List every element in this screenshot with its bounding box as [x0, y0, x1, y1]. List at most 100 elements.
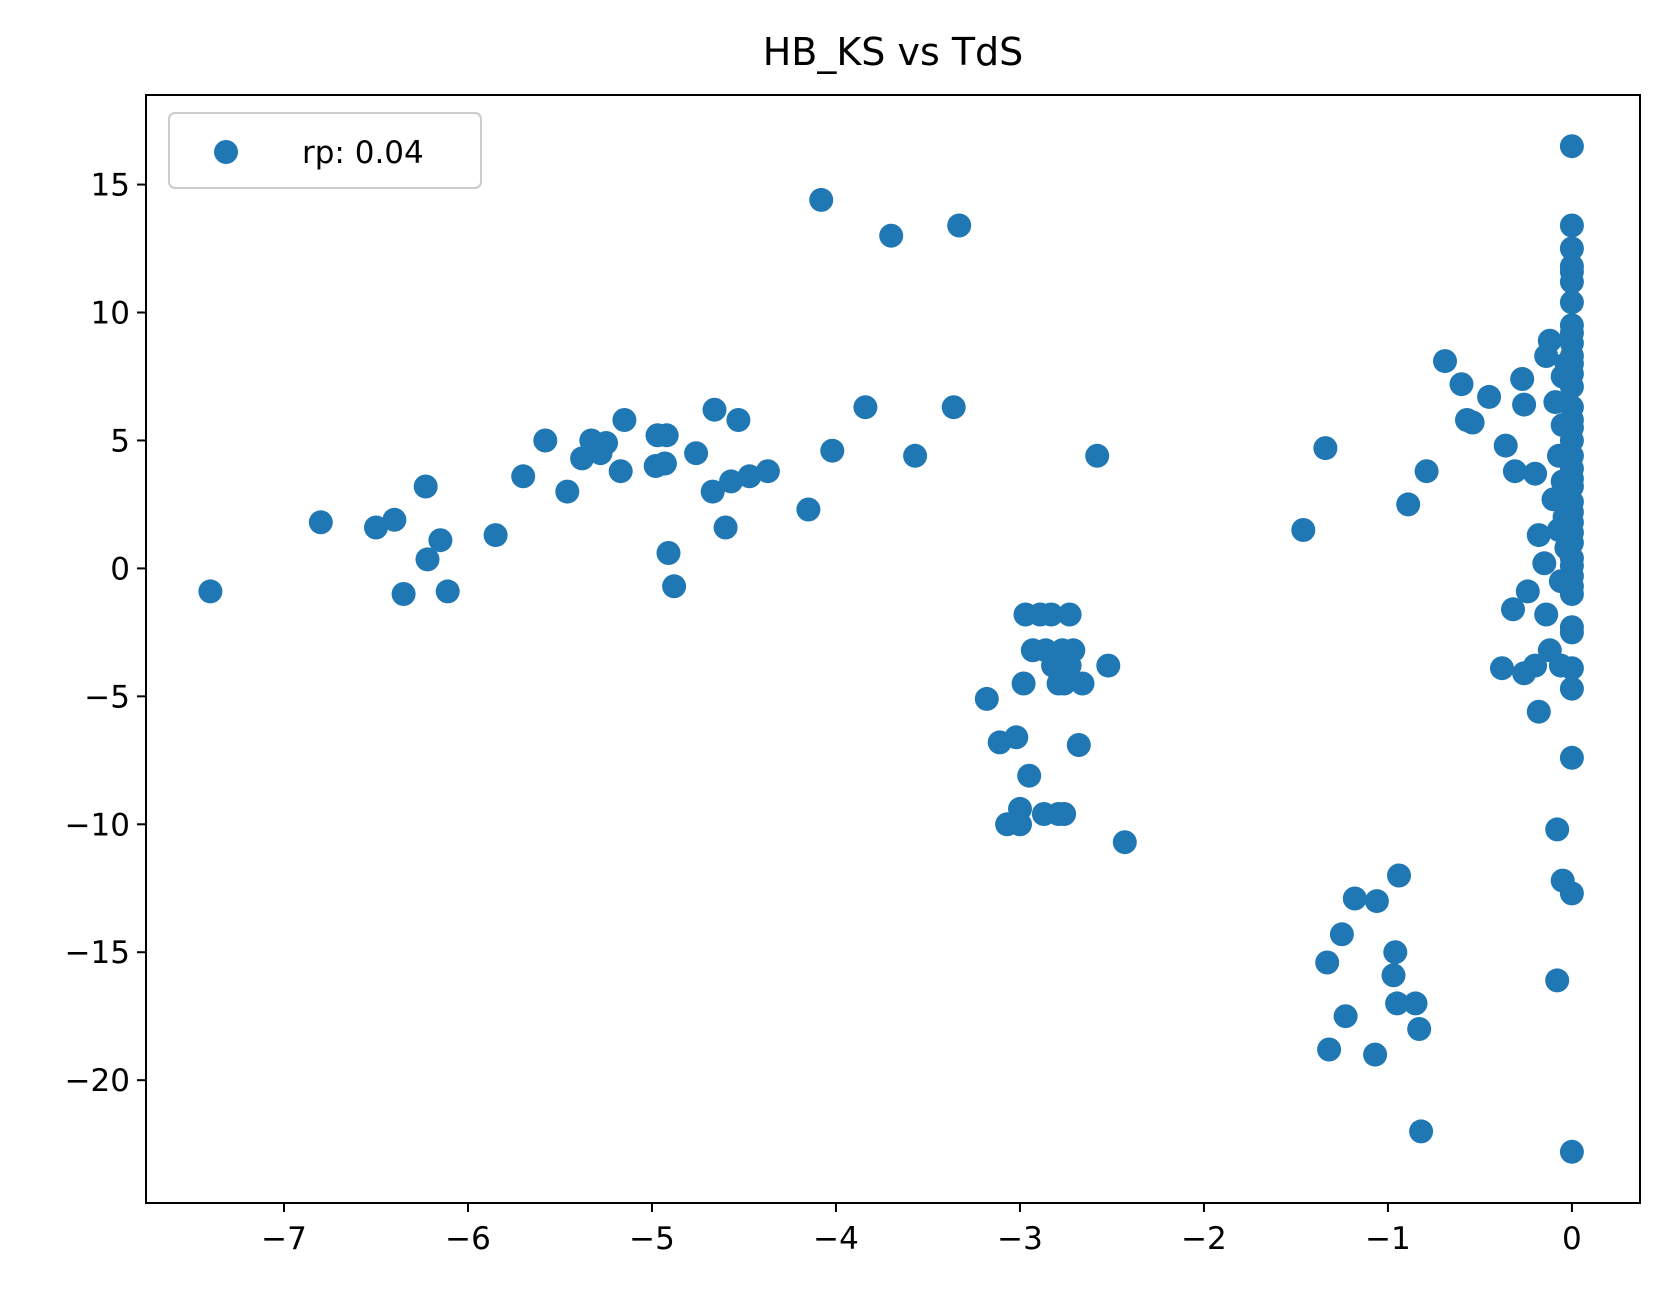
data-point [1559, 269, 1584, 294]
data-point [1526, 523, 1551, 548]
data-point [570, 446, 595, 471]
data-point [1313, 436, 1338, 461]
data-point [1004, 725, 1029, 750]
y-tick-label: −10 [65, 807, 130, 843]
data-point [1364, 889, 1389, 914]
data-point [533, 428, 558, 453]
data-point [1112, 830, 1137, 855]
data-point [654, 423, 679, 448]
data-point [726, 408, 751, 432]
data-point [382, 507, 407, 532]
data-point [1559, 620, 1584, 645]
data-point [608, 459, 633, 484]
data-point [594, 431, 618, 455]
data-point [1057, 602, 1082, 627]
data-point [1070, 671, 1095, 696]
data-point [1559, 745, 1584, 770]
data-point [1502, 459, 1527, 484]
data-point [796, 497, 821, 522]
data-point [435, 579, 460, 604]
data-point [1559, 881, 1584, 906]
x-tick-label: −7 [261, 1221, 307, 1257]
data-point [1534, 602, 1559, 627]
data-point [1559, 656, 1584, 681]
x-tick-label: −4 [813, 1221, 859, 1257]
data-point [1526, 699, 1551, 724]
data-point [1559, 676, 1584, 701]
data-point [428, 528, 453, 553]
x-tick-label: −5 [629, 1221, 675, 1257]
data-point [700, 479, 725, 504]
data-point [391, 582, 416, 606]
data-point [1017, 763, 1042, 788]
y-tick-label: 0 [110, 551, 130, 587]
y-tick-label: 15 [91, 168, 130, 204]
data-point [1385, 991, 1410, 1016]
data-point [1363, 1042, 1388, 1067]
data-point [1317, 1037, 1342, 1062]
x-axis: −7 −6 −5 −4 −3 −2 −1 0 [261, 1203, 1582, 1257]
data-point [820, 438, 845, 463]
data-point [198, 579, 223, 604]
legend-label: rp: 0.04 [302, 135, 424, 171]
legend-marker [214, 140, 238, 164]
data-point [1559, 290, 1584, 315]
data-point [1333, 1004, 1358, 1029]
data-point [1523, 653, 1548, 678]
data-point [755, 459, 780, 484]
data-point [1512, 392, 1537, 417]
data-point [1559, 213, 1584, 238]
data-point [947, 213, 972, 238]
data-point [1039, 602, 1064, 627]
data-point [1541, 487, 1566, 512]
data-point [1409, 1119, 1434, 1144]
data-point [1537, 328, 1562, 353]
data-point [364, 515, 388, 540]
data-point [1559, 582, 1584, 606]
data-point [652, 451, 677, 476]
data-point [1559, 1139, 1584, 1164]
x-tick-label: −2 [1181, 1221, 1227, 1257]
x-tick-label: 0 [1562, 1221, 1582, 1257]
data-point [1532, 551, 1557, 576]
legend: rp: 0.04 [168, 112, 482, 189]
data-point [1329, 922, 1354, 947]
data-point [656, 541, 681, 565]
data-point [1477, 384, 1502, 409]
data-point [1559, 236, 1584, 261]
data-point [1559, 374, 1584, 399]
data-point [1011, 671, 1036, 696]
data-point [974, 686, 999, 711]
data-point [1449, 372, 1474, 397]
x-tick-label: −3 [997, 1221, 1043, 1257]
data-point [308, 510, 333, 535]
data-point [1460, 410, 1485, 435]
data-point [1559, 134, 1584, 159]
data-point [1052, 802, 1077, 826]
data-point [1096, 653, 1121, 678]
plot-area [146, 95, 1640, 1203]
data-point [903, 443, 928, 468]
data-point [555, 479, 580, 504]
data-point [1383, 940, 1408, 965]
data-point [1501, 597, 1525, 622]
data-point [1493, 433, 1518, 458]
data-point [879, 223, 904, 248]
points-layer [198, 134, 1584, 1164]
data-point [941, 395, 966, 420]
data-point [1066, 733, 1091, 757]
y-axis: −20 −15 −10 −5 0 5 10 15 [65, 168, 146, 1099]
data-point [1061, 638, 1086, 663]
data-point [1381, 963, 1406, 988]
data-point [1407, 1017, 1432, 1041]
data-point [1545, 817, 1570, 842]
data-point [1433, 349, 1457, 374]
data-point [713, 515, 738, 540]
data-point [662, 574, 687, 599]
data-point [511, 464, 536, 489]
data-point [413, 474, 438, 499]
data-point [853, 395, 878, 420]
y-tick-label: 10 [91, 296, 130, 332]
data-point [1545, 968, 1570, 993]
